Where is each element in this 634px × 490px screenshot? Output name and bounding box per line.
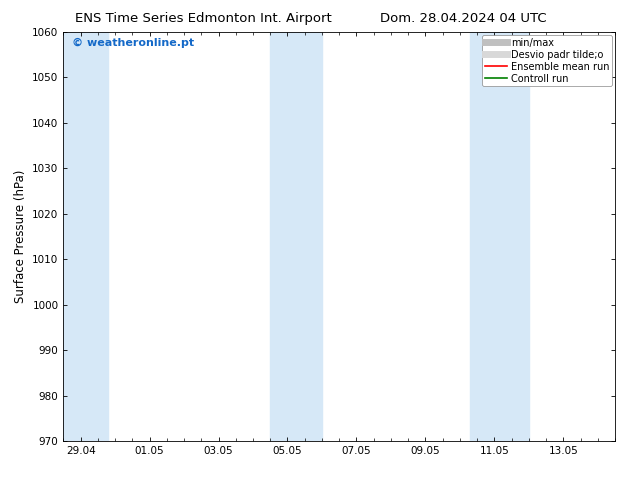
Bar bbox=[61, 32, 108, 441]
Text: © weatheronline.pt: © weatheronline.pt bbox=[72, 38, 194, 48]
Bar bbox=[270, 32, 322, 441]
Text: ENS Time Series Edmonton Int. Airport: ENS Time Series Edmonton Int. Airport bbox=[75, 12, 331, 25]
Y-axis label: Surface Pressure (hPa): Surface Pressure (hPa) bbox=[14, 170, 27, 303]
Legend: min/max, Desvio padr tilde;o, Ensemble mean run, Controll run: min/max, Desvio padr tilde;o, Ensemble m… bbox=[482, 35, 612, 86]
Bar bbox=[470, 32, 529, 441]
Text: Dom. 28.04.2024 04 UTC: Dom. 28.04.2024 04 UTC bbox=[380, 12, 546, 25]
